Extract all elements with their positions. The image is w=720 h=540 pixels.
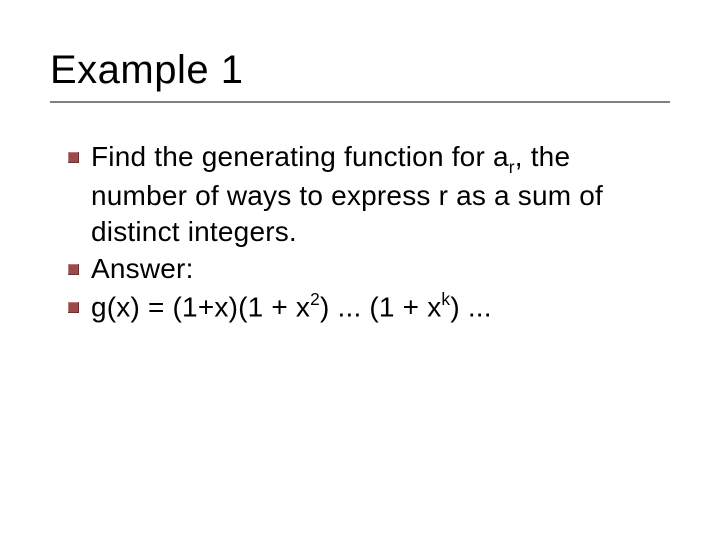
bullet-icon (68, 264, 79, 275)
title-underline (50, 101, 670, 103)
bullet-item: g(x) = (1+x)(1 + x2) ... (1 + xk) ... (68, 289, 670, 325)
bullet-text: Find the generating function for ar, the… (91, 139, 670, 249)
bullet-item: Answer: (68, 251, 670, 287)
bullet-text: Answer: (91, 251, 194, 287)
content-area: Find the generating function for ar, the… (50, 139, 670, 325)
slide-title: Example 1 (50, 48, 670, 93)
bullet-icon (68, 152, 79, 163)
bullet-item: Find the generating function for ar, the… (68, 139, 670, 249)
bullet-text: g(x) = (1+x)(1 + x2) ... (1 + xk) ... (91, 289, 492, 325)
slide-container: Example 1 Find the generating function f… (0, 0, 720, 540)
bullet-icon (68, 302, 79, 313)
